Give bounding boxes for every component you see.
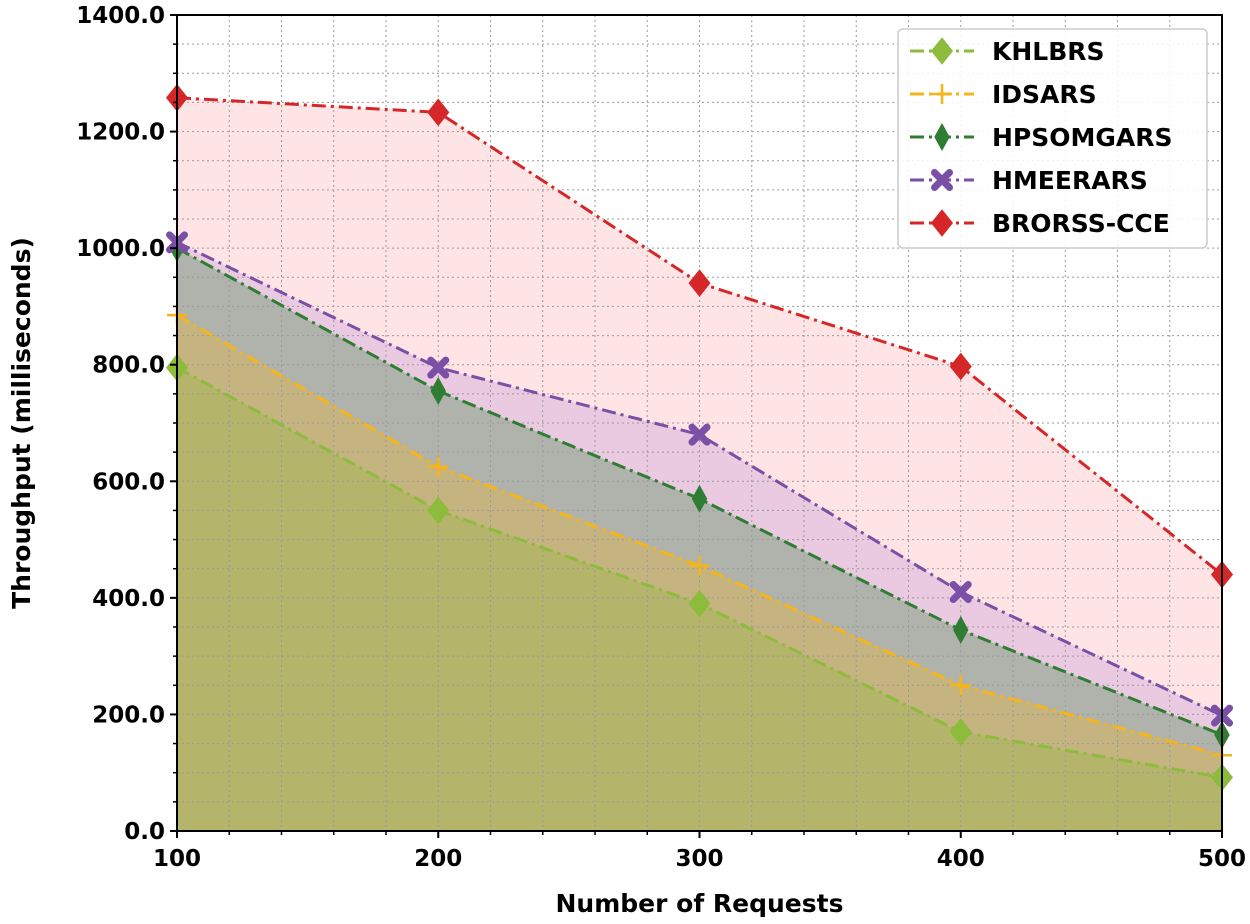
data-point	[688, 269, 711, 297]
data-point	[689, 555, 710, 576]
data-point	[427, 356, 450, 379]
legend-marker	[930, 37, 954, 65]
legend-marker	[931, 169, 953, 191]
legend-marker	[930, 209, 954, 237]
legend-label: HMEERARS	[992, 166, 1148, 195]
x-tick-label: 300	[675, 846, 723, 872]
series-line	[176, 313, 1223, 757]
y-axis-title: Throughput (milliseconds)	[7, 237, 36, 609]
data-point	[953, 615, 969, 644]
legend-box	[897, 28, 1208, 249]
legend-marker	[932, 84, 952, 104]
axis-ticks: 100 200 300 400 500 0.0 200.0 400.0 600.0 800.0 10…	[76, 3, 1246, 872]
y-tick-label: 200.0	[92, 702, 165, 728]
data-point	[949, 718, 972, 746]
data-point	[427, 98, 450, 127]
legend-item-hpsomgars: HPSOMGARS	[910, 122, 1173, 152]
series-idsars	[167, 305, 1232, 766]
x-axis-title: Number of Requests	[556, 889, 844, 918]
data-point	[949, 581, 972, 604]
data-point	[949, 352, 972, 381]
legend-label: IDSARS	[992, 80, 1097, 109]
data-point	[688, 589, 711, 618]
legend-item-hmeerars: HMEERARS	[910, 166, 1148, 195]
x-tick-label: 400	[937, 846, 985, 872]
y-tick-label: 400.0	[92, 586, 165, 612]
y-tick-label: 1400.0	[76, 3, 165, 29]
y-tick-label: 1000.0	[76, 236, 165, 262]
legend-item-brorss-cce: BRORSS-CCE	[910, 209, 1170, 238]
legend-label: HPSOMGARS	[992, 123, 1173, 152]
y-tick-label: 1200.0	[76, 120, 165, 146]
data-point	[688, 423, 711, 446]
data-point	[427, 496, 450, 525]
legend: KHLBRS IDSARS HPSOMGARS HMEERARS BRORSS-CCE	[897, 28, 1208, 249]
legend-label: BRORSS-CCE	[992, 209, 1170, 238]
x-tick-label: 200	[414, 846, 462, 872]
y-tick-label: 0.0	[124, 819, 165, 845]
y-tick-label: 600.0	[92, 469, 165, 495]
legend-marker	[934, 122, 950, 152]
legend-label: KHLBRS	[992, 37, 1105, 66]
data-point	[950, 675, 971, 696]
data-point	[691, 484, 708, 513]
legend-item-idsars: IDSARS	[910, 80, 1097, 109]
x-tick-label: 500	[1198, 846, 1246, 872]
series-lines	[165, 83, 1234, 792]
data-point	[430, 376, 446, 405]
y-tick-label: 800.0	[92, 353, 165, 379]
legend-item-khlbrs: KHLBRS	[910, 37, 1105, 66]
data-point	[428, 456, 449, 477]
x-tick-label: 100	[153, 846, 201, 872]
